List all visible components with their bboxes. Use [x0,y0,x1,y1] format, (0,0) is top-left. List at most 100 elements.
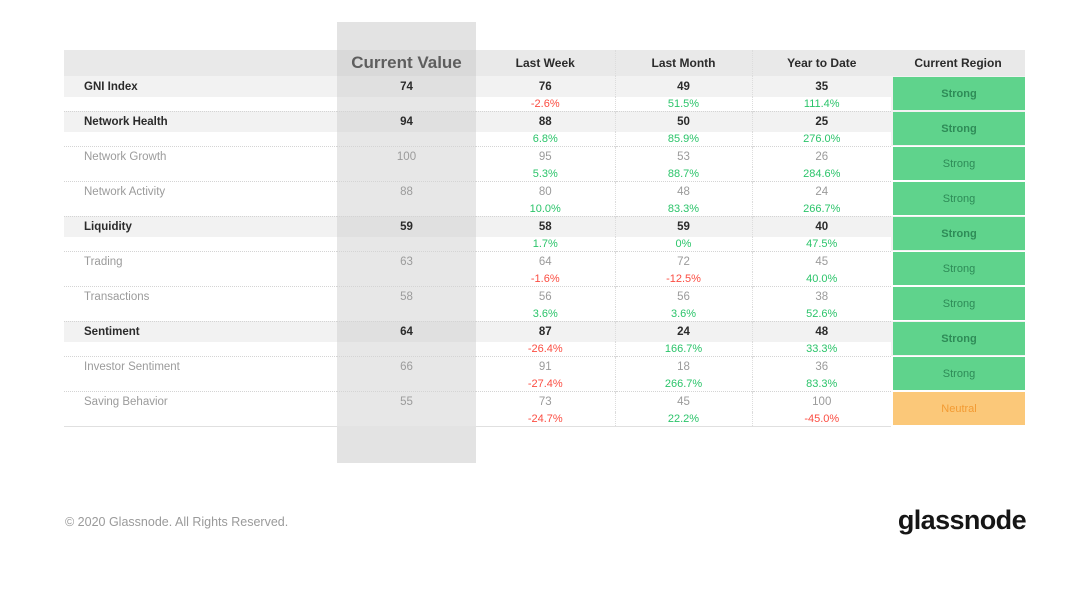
column-header-current-value: Current Value [337,50,476,76]
last-week-change-cell: 1.7% [532,237,558,250]
year-to-date-value-cell: 35 [751,76,891,97]
metric-label-spacer [64,97,337,111]
last-week-change-cell: -24.7% [476,412,615,427]
metric-label: GNI Index [64,76,337,97]
last-week-change-cell: 10.0% [529,202,561,215]
metric-value-row: Trading 63 64 72 45 Strong [64,250,1025,286]
current-value-cell: 66 [337,355,476,377]
last-week-change-cell: -26.4% [527,342,563,355]
metric-label-spacer [64,377,337,391]
column-header-last-month: Last Month [614,50,752,76]
last-month-value-cell: 59 [614,215,752,237]
metric-label: Transactions [64,285,337,307]
region-status-badge: Neutral [893,392,1025,425]
metric-value-row: Investor Sentiment 66 91 18 36 Strong [64,355,1025,391]
year-to-date-value-cell: 100 [751,390,891,412]
year-to-date-value-cell: 36 [751,355,891,377]
current-value-cell: 55 [337,390,476,412]
metric-value-row: Sentiment 64 87 24 48 Strong [64,320,1025,356]
year-to-date-change-cell: 33.3% [751,342,891,356]
year-to-date-change-cell: 83.3% [751,377,891,391]
year-to-date-value-cell: 24 [751,180,891,202]
current-region-cell: Strong [891,356,1025,391]
year-to-date-change-cell: 276.0% [751,132,891,146]
current-value-column-highlight-top [337,22,476,50]
last-week-value-cell: 87 [476,320,615,342]
metric-value-row: Transactions 58 56 56 38 Strong [64,285,1025,321]
last-month-change-cell: 85.9% [614,132,752,146]
current-value-cell: 64 [337,320,476,342]
column-header-last-week: Last Week [476,50,615,76]
year-to-date-change-cell: -45.0% [751,412,891,427]
metric-label-spacer [64,237,337,251]
current-region-cell: Strong [891,216,1025,251]
last-month-value-cell: 50 [614,110,752,132]
region-status-badge: Strong [893,112,1025,145]
last-week-value-cell: 64 [476,250,615,272]
last-week-value-cell: 95 [476,145,615,167]
current-value-cell: 59 [337,215,476,237]
year-to-date-value-cell: 45 [751,250,891,272]
metric-label: Investor Sentiment [64,355,337,377]
current-value-cell: 100 [337,145,476,167]
current-region-cell: Neutral [891,391,1025,426]
metric-change-row: -26.4% 166.7% 33.3% [64,342,1025,356]
last-month-change-cell: 0% [614,237,752,251]
current-value-column-highlight-bottom [337,426,476,463]
current-value-spacer [337,237,476,251]
metric-label-spacer [64,272,337,286]
metric-change-row: 5.3% 88.7% 284.6% [64,167,1025,181]
last-week-change-cell: 3.6% [532,307,558,320]
current-region-cell: Strong [891,111,1025,146]
current-region-cell: Strong [891,76,1025,111]
last-month-value-cell: 18 [614,355,752,377]
year-to-date-value-cell: 25 [751,110,891,132]
current-value-spacer [337,307,476,321]
last-month-change-cell: 3.6% [614,307,752,321]
metric-label-spacer [64,307,337,321]
metric-label-spacer [64,167,337,181]
metric-label: Trading [64,250,337,272]
metric-label-spacer [64,132,337,146]
last-month-change-cell: 22.2% [614,412,752,427]
metric-label: Network Activity [64,180,337,202]
year-to-date-change-cell: 266.7% [751,202,891,216]
last-week-value-cell: 80 [476,180,615,202]
column-header-year-to-date: Year to Date [751,50,891,76]
gni-index-table: Current Value Last Week Last Month Year … [64,50,1025,427]
last-week-change-cell: 5.3% [532,167,558,180]
current-value-cell: 74 [337,76,476,97]
metric-value-row: Network Activity 88 80 48 24 Strong [64,180,1025,216]
last-month-change-cell: 51.5% [614,97,752,111]
metric-label: Liquidity [64,215,337,237]
last-week-change-cell: -2.6% [530,97,560,110]
last-month-value-cell: 24 [614,320,752,342]
region-status-badge: Strong [893,252,1025,285]
current-region-cell: Strong [891,146,1025,181]
metric-value-row: Liquidity 59 58 59 40 Strong [64,215,1025,251]
current-value-spacer [337,412,476,427]
column-header-current-region: Current Region [891,50,1025,76]
year-to-date-value-cell: 40 [751,215,891,237]
column-header-metric [64,50,337,76]
region-status-badge: Strong [893,182,1025,215]
last-month-change-cell: -12.5% [614,272,752,286]
region-status-badge: Strong [893,217,1025,250]
metric-change-row: -27.4% 266.7% 83.3% [64,377,1025,391]
current-value-spacer [337,132,476,146]
metric-label: Network Health [64,110,337,132]
last-month-value-cell: 53 [614,145,752,167]
last-week-value-cell: 73 [476,390,615,412]
current-value-spacer [337,167,476,181]
current-region-cell: Strong [891,286,1025,321]
last-week-value-cell: 91 [476,355,615,377]
metric-value-row: Network Health 94 88 50 25 Strong [64,110,1025,146]
metric-label: Sentiment [64,320,337,342]
year-to-date-value-cell: 48 [751,320,891,342]
current-value-cell: 88 [337,180,476,202]
metric-change-row: -1.6% -12.5% 40.0% [64,272,1025,286]
last-month-value-cell: 45 [614,390,752,412]
metric-label-spacer [64,412,337,427]
region-status-badge: Strong [893,357,1025,390]
metric-label: Saving Behavior [64,390,337,412]
